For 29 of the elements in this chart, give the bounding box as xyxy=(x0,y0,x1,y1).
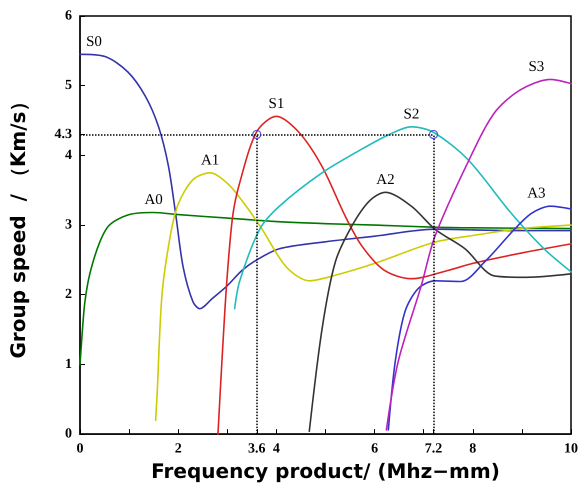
series-label: S1 xyxy=(268,96,284,112)
series-label: S3 xyxy=(528,58,544,75)
y-tick-label: 6 xyxy=(65,8,72,24)
y-tick-label: 0 xyxy=(65,426,72,442)
series-label: A1 xyxy=(200,152,220,168)
x-tick-label: 2 xyxy=(174,442,182,457)
x-tick-label: 7.2 xyxy=(424,442,442,457)
y-tick-label: 3 xyxy=(65,218,72,233)
x-tick-label: 10 xyxy=(564,442,578,457)
line-series xyxy=(79,212,572,366)
series-label: A2 xyxy=(376,172,395,188)
x-tick-label: 8 xyxy=(469,442,476,457)
x-tick-label: 3.6 xyxy=(248,442,266,457)
y-tick-label: 5 xyxy=(65,78,72,94)
x-axis-title: Frequency product/ (Mhz−mm) xyxy=(151,459,500,483)
y-axis-title: Group speed / （Km/s） xyxy=(6,92,30,359)
x-tick-label: 4 xyxy=(272,442,280,457)
y-tick-label: 4 xyxy=(65,148,72,163)
y-tick-label: 1 xyxy=(65,356,72,372)
series-label: S2 xyxy=(404,106,420,122)
line-series xyxy=(388,205,572,431)
series-label: A3 xyxy=(527,186,546,202)
y-tick-label: 4.3 xyxy=(54,126,72,142)
y-tick-label: 2 xyxy=(65,287,72,302)
series-label: S0 xyxy=(86,34,102,50)
series-label: A0 xyxy=(144,192,163,208)
x-tick-label: 6 xyxy=(371,442,378,457)
x-tick-label: 0 xyxy=(76,442,84,457)
line-series xyxy=(234,126,572,310)
